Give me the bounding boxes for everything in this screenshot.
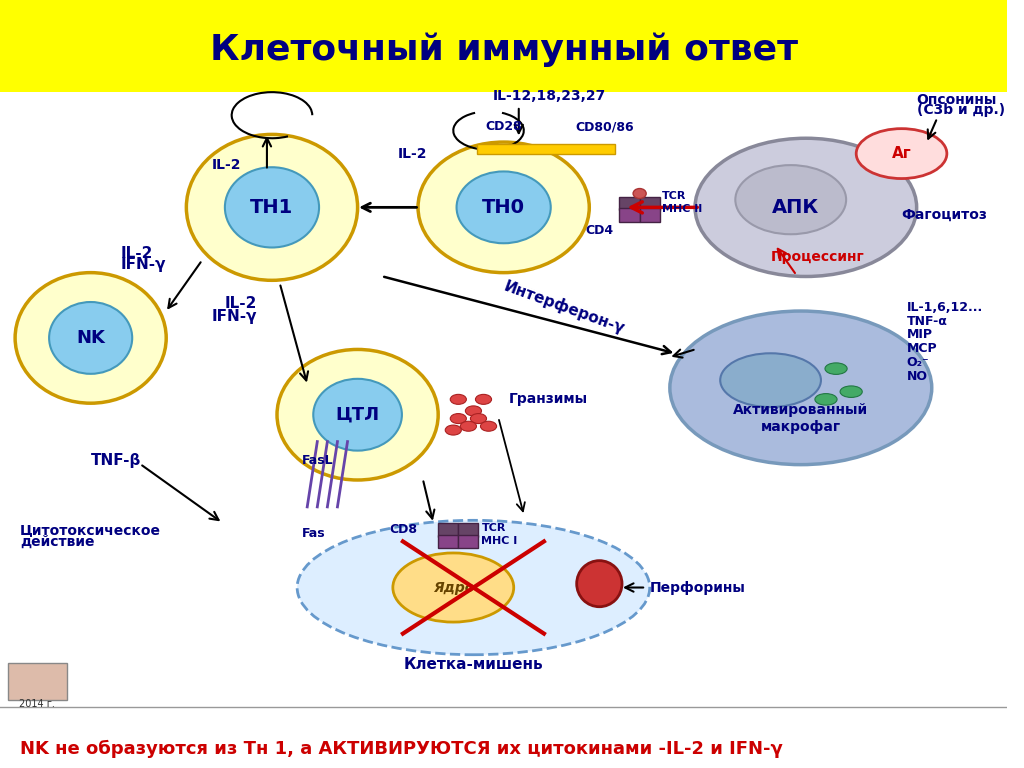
Ellipse shape xyxy=(451,395,466,405)
Text: Фагоцитоз: Фагоцитоз xyxy=(901,208,987,222)
Text: Интерферон-γ: Интерферон-γ xyxy=(502,278,627,336)
Text: TCR: TCR xyxy=(481,523,506,534)
Ellipse shape xyxy=(577,561,622,607)
Ellipse shape xyxy=(49,302,132,374)
Text: CD80/86: CD80/86 xyxy=(575,121,634,133)
FancyBboxPatch shape xyxy=(620,197,640,210)
Text: ТН1: ТН1 xyxy=(250,198,294,217)
Ellipse shape xyxy=(313,379,401,451)
Text: CD8: CD8 xyxy=(389,524,417,536)
Text: CD4: CD4 xyxy=(586,224,613,237)
Ellipse shape xyxy=(856,128,947,178)
Ellipse shape xyxy=(278,349,438,480)
Text: Опсонины: Опсонины xyxy=(916,93,997,107)
Ellipse shape xyxy=(480,421,497,432)
FancyBboxPatch shape xyxy=(438,535,459,548)
Text: FasL: FasL xyxy=(302,455,334,467)
Text: MHC I: MHC I xyxy=(481,535,518,546)
Text: CD28: CD28 xyxy=(485,121,522,133)
Ellipse shape xyxy=(825,363,847,375)
FancyBboxPatch shape xyxy=(8,663,68,700)
Ellipse shape xyxy=(465,406,481,416)
Ellipse shape xyxy=(393,553,514,622)
Text: Активированный
макрофаг: Активированный макрофаг xyxy=(733,403,868,434)
Text: IL-2: IL-2 xyxy=(398,147,427,161)
Text: Процессинг: Процессинг xyxy=(771,250,864,264)
FancyBboxPatch shape xyxy=(0,0,1008,92)
Text: NK не образуются из Тн 1, а АКТИВИРУЮТСЯ их цитокинами -IL-2 и IFN-γ: NK не образуются из Тн 1, а АКТИВИРУЮТСЯ… xyxy=(20,740,783,758)
Text: IFN-γ: IFN-γ xyxy=(211,309,257,324)
Text: TNF-β: TNF-β xyxy=(91,453,141,468)
Text: ЦТЛ: ЦТЛ xyxy=(336,406,380,424)
Text: Клеточный иммунный ответ: Клеточный иммунный ответ xyxy=(210,33,798,67)
Ellipse shape xyxy=(670,311,932,465)
Text: O₂⁻: O₂⁻ xyxy=(906,356,929,369)
FancyBboxPatch shape xyxy=(438,523,459,537)
Text: IFN-γ: IFN-γ xyxy=(121,257,166,273)
Text: действие: действие xyxy=(20,535,94,548)
Text: NK: NK xyxy=(76,329,105,347)
Text: (C3b и др.): (C3b и др.) xyxy=(916,103,1005,117)
Text: 2014 г.: 2014 г. xyxy=(19,699,55,710)
Ellipse shape xyxy=(297,521,649,654)
Text: IL-2: IL-2 xyxy=(212,158,241,172)
Ellipse shape xyxy=(418,142,589,273)
FancyBboxPatch shape xyxy=(459,523,478,537)
Ellipse shape xyxy=(457,171,551,243)
Text: TNF-α: TNF-α xyxy=(906,315,947,327)
Text: MCP: MCP xyxy=(906,343,937,355)
Text: IL-1,6,12...: IL-1,6,12... xyxy=(906,301,983,313)
Ellipse shape xyxy=(470,413,486,424)
Text: NO: NO xyxy=(906,370,928,382)
Text: MIP: MIP xyxy=(906,329,933,341)
FancyBboxPatch shape xyxy=(620,208,640,222)
Ellipse shape xyxy=(840,386,862,398)
Ellipse shape xyxy=(720,353,821,407)
FancyBboxPatch shape xyxy=(477,144,615,154)
Text: MHC II: MHC II xyxy=(662,204,702,214)
Ellipse shape xyxy=(186,134,357,280)
Ellipse shape xyxy=(633,189,646,199)
Text: Клетка-мишень: Клетка-мишень xyxy=(403,657,544,672)
FancyBboxPatch shape xyxy=(640,197,659,210)
Ellipse shape xyxy=(695,138,916,276)
Text: АПК: АПК xyxy=(772,198,819,217)
Text: Цитотоксическое: Цитотоксическое xyxy=(20,523,161,537)
Ellipse shape xyxy=(815,393,837,406)
Text: IL-12,18,23,27: IL-12,18,23,27 xyxy=(493,89,605,103)
Ellipse shape xyxy=(475,395,492,405)
Text: Гранзимы: Гранзимы xyxy=(509,392,588,406)
Ellipse shape xyxy=(461,421,476,432)
FancyBboxPatch shape xyxy=(459,535,478,548)
Text: Аг: Аг xyxy=(892,146,911,161)
Text: TCR: TCR xyxy=(662,190,686,201)
Text: Ядро: Ядро xyxy=(433,581,474,594)
FancyBboxPatch shape xyxy=(640,208,659,222)
Ellipse shape xyxy=(451,413,466,424)
Text: Перфорины: Перфорины xyxy=(649,581,745,594)
Text: IL-2: IL-2 xyxy=(224,296,257,311)
Ellipse shape xyxy=(445,425,462,435)
Text: ТН0: ТН0 xyxy=(482,198,525,217)
Text: IL-2: IL-2 xyxy=(121,246,154,261)
Ellipse shape xyxy=(735,165,846,234)
Ellipse shape xyxy=(15,273,166,403)
Text: Fas: Fas xyxy=(302,528,326,540)
Ellipse shape xyxy=(225,167,319,247)
